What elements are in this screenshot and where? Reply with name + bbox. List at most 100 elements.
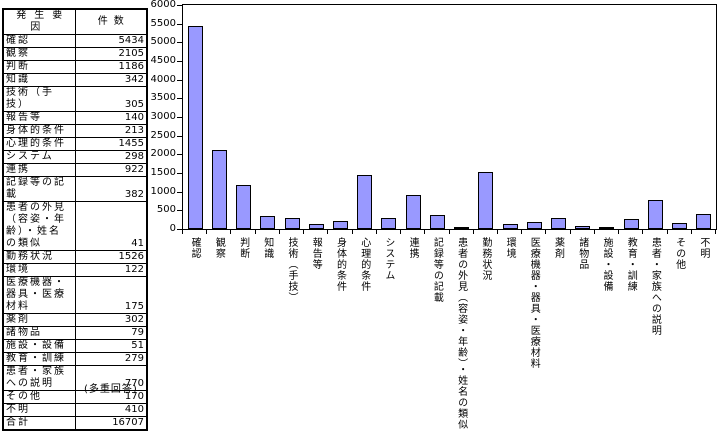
table-row: 不明 410 <box>2 403 148 417</box>
cell-count: 410 <box>74 403 148 417</box>
bar <box>551 218 567 229</box>
factor-table: 発生要因 件数 確認 5434 観察 2105 判断 1186 知識 342 技術（手技） 305… <box>2 8 148 431</box>
x-axis-tick <box>691 230 692 234</box>
plot-area <box>182 4 717 230</box>
x-axis-tick <box>521 230 522 234</box>
y-axis-label: 2500 <box>150 129 176 141</box>
x-axis-label: 不明 <box>697 237 709 259</box>
cell-count: 175 <box>74 276 148 314</box>
bar <box>284 218 300 229</box>
x-axis-label: 記録等の記載 <box>431 237 443 303</box>
x-axis-tick <box>206 230 207 234</box>
y-axis-tick <box>177 61 182 62</box>
table-row: 判断 1186 <box>2 60 148 74</box>
x-axis-tick <box>182 230 183 234</box>
table-row: 患者・家族への説明 770 <box>2 365 148 391</box>
y-axis-tick <box>177 80 182 81</box>
bar <box>236 185 252 229</box>
table-footnote: (多重回答) <box>84 384 138 395</box>
table-row: 技術（手技） 305 <box>2 86 148 112</box>
x-axis-tick <box>570 230 571 234</box>
cell-count: 305 <box>74 86 148 112</box>
factor-table-body: 確認 5434 観察 2105 判断 1186 知識 342 技術（手技） 305 報告等 140 身体… <box>2 34 148 431</box>
cell-factor: 記録等の記載 <box>2 176 76 202</box>
y-axis-tick <box>177 136 182 137</box>
bar <box>647 200 663 229</box>
y-axis-tick <box>177 192 182 193</box>
table-row: 報告等 140 <box>2 111 148 125</box>
y-axis-tick <box>177 173 182 174</box>
x-axis-tick <box>424 230 425 234</box>
bar <box>260 216 276 229</box>
x-axis-label: 薬剤 <box>552 237 564 259</box>
y-axis-label: 1500 <box>150 167 176 178</box>
y-axis-label: 1000 <box>150 185 176 197</box>
table-row: 連携 922 <box>2 163 148 177</box>
bar <box>599 227 615 229</box>
table-row: 施設・設備 51 <box>2 339 148 353</box>
x-axis-tick <box>473 230 474 234</box>
y-axis-label: 3500 <box>150 92 176 104</box>
x-axis-tick <box>642 230 643 234</box>
x-axis-label: 勤務状況 <box>479 237 491 281</box>
x-axis-label: 知識 <box>261 237 273 259</box>
bar <box>696 214 712 229</box>
y-axis-tick <box>177 154 182 155</box>
x-axis-tick <box>400 230 401 234</box>
y-axis-tick <box>177 5 182 6</box>
cell-count: 41 <box>74 201 148 251</box>
table-row: 記録等の記載 382 <box>2 176 148 202</box>
x-axis-tick <box>545 230 546 234</box>
x-axis-tick <box>449 230 450 234</box>
x-axis-label: システム <box>382 237 394 281</box>
x-axis-label: 諸物品 <box>576 237 588 270</box>
bar <box>526 222 542 229</box>
y-axis-label: 4500 <box>150 55 176 66</box>
x-axis-tick <box>594 230 595 234</box>
x-axis-tick <box>230 230 231 234</box>
x-axis-label: 身体的条件 <box>334 237 346 292</box>
table-row: 教育・訓練 279 <box>2 352 148 366</box>
x-axis-label: 教育・訓練 <box>625 237 637 292</box>
cell-factor: 技術（手技） <box>2 86 76 112</box>
table-row: 知識 342 <box>2 73 148 87</box>
y-axis-tick <box>177 210 182 211</box>
x-axis-label: 連携 <box>407 237 419 259</box>
bar <box>332 221 348 229</box>
x-axis-tick <box>497 230 498 234</box>
x-axis-tick <box>303 230 304 234</box>
bar <box>405 195 421 229</box>
y-axis-label: 500 <box>156 204 176 216</box>
table-header-row: 発生要因 件数 <box>2 8 148 35</box>
y-axis-label: 6000 <box>150 0 176 10</box>
bar <box>211 150 227 229</box>
table-row: 勤務状況 1526 <box>2 250 148 264</box>
y-axis-tick <box>177 24 182 25</box>
x-axis-label: 確認 <box>189 237 201 259</box>
y-axis-label: 0 <box>169 223 176 234</box>
x-axis-label: 患者・家族への説明 <box>649 237 661 336</box>
bar <box>454 227 470 229</box>
bar <box>478 172 494 229</box>
x-axis-tick <box>352 230 353 234</box>
bar <box>429 215 445 229</box>
x-axis-label: 患者の外見（容姿・年齢）・姓名の類似 <box>455 237 467 430</box>
x-axis-label: 判断 <box>237 237 249 259</box>
x-axis-tick <box>376 230 377 234</box>
cell-count: 16707 <box>74 416 148 431</box>
y-axis-label: 5500 <box>150 17 176 29</box>
x-axis-label: その他 <box>673 237 685 270</box>
bar <box>575 226 591 229</box>
x-axis-tick <box>618 230 619 234</box>
bar <box>672 223 688 229</box>
bar <box>623 219 639 229</box>
y-axis-tick <box>177 229 182 230</box>
y-axis-label: 3000 <box>150 111 176 122</box>
x-axis-label: 観察 <box>213 237 225 259</box>
y-axis-tick <box>177 117 182 118</box>
cell-factor: 医療機器・器具・医療材料 <box>2 276 76 314</box>
x-axis-tick <box>255 230 256 234</box>
x-axis-label: 心理的条件 <box>358 237 370 292</box>
